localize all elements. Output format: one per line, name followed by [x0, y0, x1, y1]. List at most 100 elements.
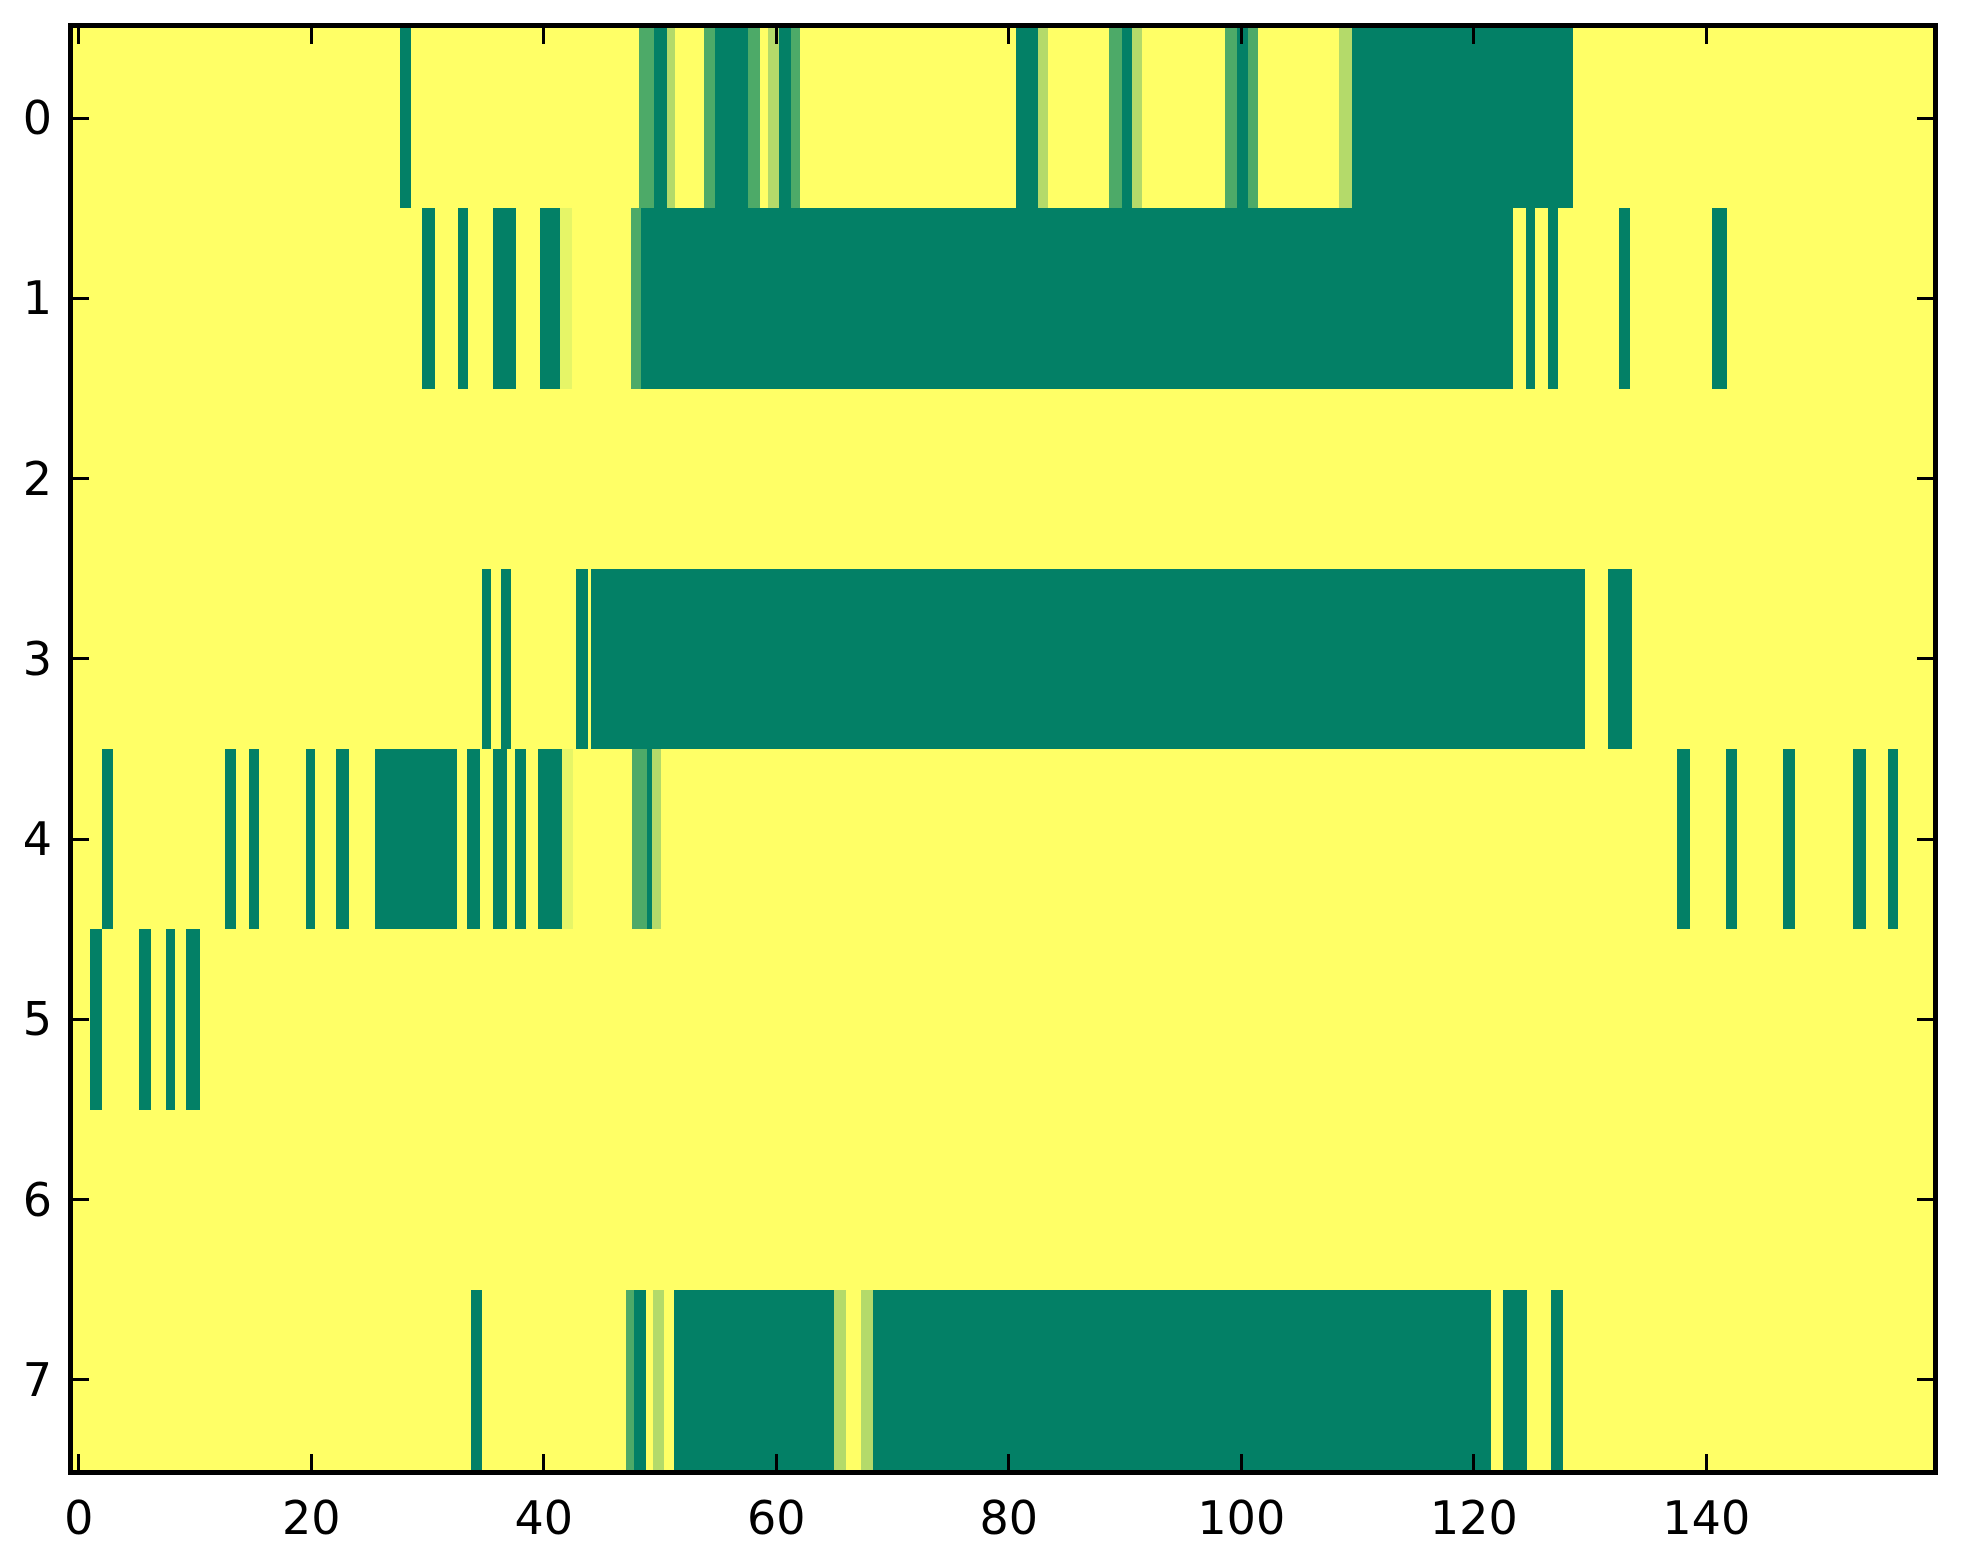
y-tick-mark-right	[1917, 1017, 1933, 1021]
heatmap-segment	[654, 28, 668, 209]
x-tick-label: 40	[514, 1491, 574, 1545]
heatmap-segment	[667, 28, 676, 209]
heatmap-segment	[1607, 568, 1632, 749]
heatmap-segment	[1619, 208, 1630, 389]
x-tick-mark-bottom	[1239, 1454, 1243, 1470]
heatmap-segment	[834, 1289, 847, 1470]
heatmap-segment	[1225, 28, 1237, 209]
heatmap-segment	[375, 749, 457, 930]
heatmap-segment	[1712, 208, 1728, 389]
x-tick-mark-bottom	[774, 1454, 778, 1470]
x-tick-label: 80	[979, 1491, 1039, 1545]
heatmap-segment	[1852, 749, 1866, 930]
y-tick-mark-right	[1917, 477, 1933, 481]
heatmap-segment	[632, 749, 648, 930]
heatmap-segment	[470, 1289, 483, 1470]
heatmap-segment	[1550, 1289, 1564, 1470]
heatmap-segment	[139, 929, 151, 1110]
heatmap-segment	[1677, 749, 1691, 930]
heatmap-segment	[1248, 28, 1258, 209]
heatmap-segment	[634, 1289, 647, 1470]
heatmap-segment	[778, 28, 792, 209]
heatmap-segment	[560, 208, 572, 389]
heatmap-row-0	[73, 28, 1933, 209]
heatmap-segment	[1236, 28, 1249, 209]
x-tick-mark-bottom	[77, 1454, 81, 1470]
y-tick-label: 5	[22, 992, 52, 1047]
heatmap-segment	[248, 749, 259, 930]
x-tick-label: 140	[1662, 1491, 1751, 1545]
heatmap-segment	[185, 929, 200, 1110]
heatmap-segment	[421, 208, 435, 389]
y-tick-label: 0	[22, 91, 52, 146]
x-tick-label: 120	[1429, 1491, 1518, 1545]
heatmap-row-1	[73, 208, 1933, 389]
y-tick-mark-left	[73, 837, 89, 841]
x-tick-label: 60	[747, 1491, 806, 1545]
heatmap-segment	[482, 568, 492, 749]
heatmap-segment	[714, 28, 749, 209]
heatmap-segment	[748, 28, 761, 209]
y-tick-label: 2	[22, 451, 52, 506]
heatmap-segment	[457, 208, 469, 389]
heatmap-segment	[653, 1289, 664, 1470]
heatmap-row-6	[73, 1110, 1933, 1290]
y-tick-mark-left	[73, 1378, 89, 1382]
heatmap-segment	[1132, 28, 1143, 209]
x-tick-mark-bottom	[1472, 1454, 1476, 1470]
plot-area: 0 20 40 60 80 100 120 140 0 1 2 3 4 5 6 7	[23, 23, 1938, 1545]
heatmap-segment	[225, 749, 236, 930]
x-tick-label: 0	[64, 1491, 94, 1545]
heatmap-segment	[1548, 208, 1558, 389]
heatmap-segment	[1887, 749, 1899, 930]
heatmap-segment	[1121, 28, 1133, 209]
heatmap-segment	[631, 208, 642, 389]
heatmap-segment	[1037, 28, 1049, 209]
x-tick-mark-top	[77, 28, 81, 44]
x-tick-mark-bottom	[309, 1454, 313, 1470]
y-tick-mark-right	[1917, 837, 1933, 841]
heatmap-segment	[540, 208, 561, 389]
heatmap-segment	[641, 208, 1514, 389]
heatmap-segment	[166, 929, 176, 1110]
y-tick-label: 3	[22, 631, 52, 686]
heatmap-segment	[335, 749, 349, 930]
heatmap-segment	[1726, 749, 1737, 930]
heatmap-row-4	[73, 749, 1933, 930]
heatmap-row-7	[73, 1289, 1933, 1470]
x-tick-mark-bottom	[1704, 1454, 1708, 1470]
y-tick-label: 1	[22, 271, 52, 326]
x-tick-mark-bottom	[542, 1454, 546, 1470]
y-tick-mark-left	[73, 477, 89, 481]
heatmap-segment	[500, 568, 512, 749]
x-tick-mark-top	[774, 28, 778, 44]
heatmap-row-5	[73, 929, 1933, 1110]
heatmap-segment	[102, 749, 113, 930]
heatmap-segment	[467, 749, 480, 930]
x-tick-mark-top	[1472, 28, 1476, 44]
heatmap-segment	[791, 28, 800, 209]
x-tick-mark-top	[1239, 28, 1243, 44]
heatmap-segment	[492, 749, 507, 930]
x-tick-mark-top	[542, 28, 546, 44]
heatmap-row-2	[73, 389, 1933, 569]
y-tick-mark-right	[1917, 296, 1933, 300]
heatmap-segment	[90, 929, 103, 1110]
y-tick-mark-left	[73, 296, 89, 300]
heatmap-segment	[576, 568, 588, 749]
heatmap-segment	[861, 1289, 873, 1470]
heatmap-segment	[639, 28, 655, 209]
heatmap-segment	[1108, 28, 1122, 209]
y-tick-mark-left	[73, 116, 89, 120]
heatmap-segment	[1526, 208, 1536, 389]
heatmap-segment	[305, 749, 315, 930]
heatmap-segment	[647, 749, 652, 930]
x-tick-mark-top	[1704, 28, 1708, 44]
y-tick-mark-left	[73, 1198, 89, 1202]
heatmap-row-3	[73, 568, 1933, 749]
y-tick-label: 6	[22, 1172, 52, 1227]
heatmap-segment	[591, 568, 1586, 749]
y-tick-mark-right	[1917, 1198, 1933, 1202]
heatmap-segment	[492, 208, 516, 389]
